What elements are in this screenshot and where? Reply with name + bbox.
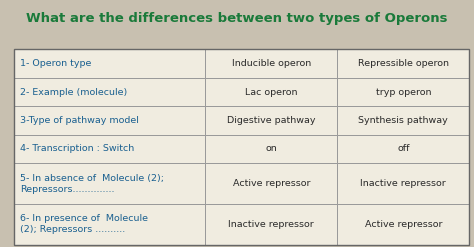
Text: 2- Example (molecule): 2- Example (molecule) — [20, 88, 127, 97]
Text: Inducible operon: Inducible operon — [232, 59, 311, 68]
FancyBboxPatch shape — [205, 49, 337, 78]
FancyBboxPatch shape — [14, 204, 205, 245]
Text: Repressible operon: Repressible operon — [358, 59, 449, 68]
FancyBboxPatch shape — [14, 163, 205, 204]
Text: Active repressor: Active repressor — [233, 179, 310, 188]
Text: on: on — [265, 144, 277, 153]
Text: Digestive pathway: Digestive pathway — [227, 116, 316, 125]
Text: Inactive repressor: Inactive repressor — [360, 179, 446, 188]
FancyBboxPatch shape — [14, 49, 205, 78]
Text: tryp operon: tryp operon — [375, 88, 431, 97]
Text: Inactive repressor: Inactive repressor — [228, 220, 314, 229]
Text: 6- In presence of  Molecule
(2); Repressors ..........: 6- In presence of Molecule (2); Represso… — [20, 214, 148, 234]
FancyBboxPatch shape — [14, 135, 205, 163]
FancyBboxPatch shape — [337, 78, 469, 106]
FancyBboxPatch shape — [337, 49, 469, 78]
FancyBboxPatch shape — [205, 135, 337, 163]
Text: 1- Operon type: 1- Operon type — [20, 59, 91, 68]
FancyBboxPatch shape — [14, 78, 205, 106]
FancyBboxPatch shape — [205, 106, 337, 135]
Text: 4- Transcription : Switch: 4- Transcription : Switch — [20, 144, 134, 153]
FancyBboxPatch shape — [337, 163, 469, 204]
FancyBboxPatch shape — [14, 106, 205, 135]
FancyBboxPatch shape — [205, 78, 337, 106]
Text: Synthesis pathway: Synthesis pathway — [358, 116, 448, 125]
FancyBboxPatch shape — [337, 106, 469, 135]
FancyBboxPatch shape — [205, 163, 337, 204]
FancyBboxPatch shape — [205, 204, 337, 245]
FancyBboxPatch shape — [337, 135, 469, 163]
FancyBboxPatch shape — [337, 204, 469, 245]
Text: Lac operon: Lac operon — [245, 88, 298, 97]
Text: 5- In absence of  Molecule (2);
Repressors..............: 5- In absence of Molecule (2); Repressor… — [20, 173, 164, 194]
Text: off: off — [397, 144, 410, 153]
Text: What are the differences between two types of Operons: What are the differences between two typ… — [26, 12, 448, 25]
Text: Active repressor: Active repressor — [365, 220, 442, 229]
Text: 3-Type of pathway model: 3-Type of pathway model — [20, 116, 139, 125]
